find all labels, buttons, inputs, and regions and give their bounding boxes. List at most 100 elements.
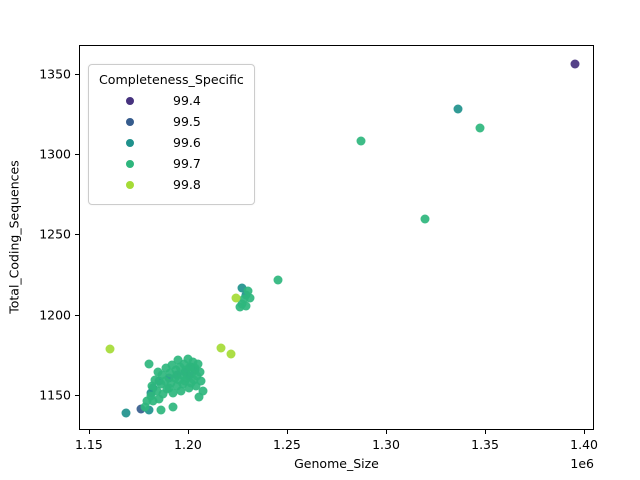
data-point <box>157 370 167 380</box>
y-tick-mark <box>75 73 79 75</box>
x-axis-label: Genome_Size <box>294 456 379 471</box>
y-tick-label: 1300 <box>39 146 71 162</box>
data-point <box>140 402 150 412</box>
x-tick-label: 1.40 <box>570 437 599 452</box>
legend-swatch-cell <box>99 180 161 189</box>
data-point <box>192 371 202 381</box>
legend-item-99-8[interactable]: 99.8 <box>99 174 244 195</box>
data-points-layer <box>80 46 593 429</box>
y-tick-mark <box>75 314 79 316</box>
data-point <box>176 386 186 396</box>
data-point <box>190 363 200 373</box>
data-point <box>105 344 115 354</box>
data-point <box>152 386 162 396</box>
x-axis-offset-text: 1e6 <box>570 456 594 471</box>
data-point <box>188 357 198 367</box>
data-point <box>164 373 174 383</box>
data-point <box>146 391 156 401</box>
data-point <box>150 375 160 385</box>
data-point <box>154 394 164 404</box>
data-point <box>174 375 184 385</box>
data-point <box>243 286 253 296</box>
x-tick-mark <box>286 430 289 434</box>
data-point <box>231 293 241 303</box>
legend-swatch-cell <box>99 138 161 147</box>
data-point <box>177 370 187 380</box>
legend-item-label: 99.7 <box>173 156 201 171</box>
data-point <box>191 381 201 391</box>
data-point <box>216 343 226 353</box>
data-point <box>182 373 192 383</box>
data-point <box>156 405 166 415</box>
legend-swatch-cell <box>99 96 161 105</box>
legend-item-label: 99.5 <box>173 114 201 129</box>
data-point <box>144 405 154 415</box>
x-tick-mark <box>187 430 190 434</box>
legend-swatch-cell <box>99 117 161 126</box>
x-tick-label: 1.20 <box>174 437 202 452</box>
data-point <box>195 367 205 377</box>
x-tick-label: 1.35 <box>471 437 499 452</box>
data-point <box>453 104 463 114</box>
y-tick-mark <box>75 154 79 156</box>
data-point <box>226 349 236 359</box>
data-point <box>166 378 176 388</box>
data-point <box>245 293 255 303</box>
data-point <box>121 408 131 418</box>
y-tick-label: 1150 <box>39 387 71 403</box>
data-point <box>165 368 175 378</box>
legend-color-swatch-icon <box>126 159 134 168</box>
y-tick-label: 1350 <box>39 66 71 82</box>
data-point <box>239 294 249 304</box>
legend-color-swatch-icon <box>126 117 134 126</box>
legend[interactable]: Completeness_Specific 99.4 99.5 99.6 99.7 99… <box>88 64 255 205</box>
x-tick-label: 1.30 <box>372 437 400 452</box>
legend-color-swatch-icon <box>126 138 134 147</box>
x-tick-mark <box>88 430 90 434</box>
data-point <box>241 301 251 311</box>
data-point <box>183 354 193 364</box>
data-point <box>173 355 183 365</box>
data-point <box>168 402 178 412</box>
data-point <box>184 383 194 393</box>
legend-item-99-6[interactable]: 99.6 <box>99 132 244 153</box>
legend-item-label: 99.8 <box>173 177 201 192</box>
data-point <box>356 136 366 146</box>
data-point <box>161 363 171 373</box>
data-point <box>164 383 174 393</box>
legend-entries: 99.4 99.5 99.6 99.7 99.8 <box>99 90 244 195</box>
y-tick-mark <box>75 394 79 396</box>
data-point <box>420 214 430 224</box>
data-point <box>187 368 197 378</box>
legend-item-label: 99.4 <box>173 93 201 108</box>
data-point <box>475 123 485 133</box>
data-point <box>160 376 170 386</box>
x-tick-mark <box>584 430 586 434</box>
data-point <box>172 381 182 391</box>
data-point <box>273 275 283 285</box>
data-point <box>148 396 158 406</box>
data-point <box>196 376 206 386</box>
legend-color-swatch-icon <box>126 180 134 189</box>
y-tick-label: 1200 <box>39 307 71 322</box>
legend-item-label: 99.6 <box>173 135 201 150</box>
y-tick-label: 1250 <box>39 226 71 242</box>
legend-swatch-cell <box>99 159 161 168</box>
data-point <box>147 381 157 391</box>
x-tick-mark <box>485 430 487 434</box>
legend-item-99-7[interactable]: 99.7 <box>99 153 244 174</box>
data-point <box>158 389 168 399</box>
data-point <box>193 359 203 369</box>
data-point <box>198 386 208 396</box>
data-point <box>142 396 152 406</box>
legend-item-99-4[interactable]: 99.4 <box>99 90 244 111</box>
y-tick-mark <box>75 234 79 236</box>
legend-item-99-5[interactable]: 99.5 <box>99 111 244 132</box>
data-point <box>194 392 204 402</box>
legend-color-swatch-icon <box>126 96 134 105</box>
data-point <box>167 360 177 370</box>
x-tick-label: 1.15 <box>74 437 103 452</box>
legend-title: Completeness_Specific <box>99 72 244 87</box>
data-point <box>144 359 154 369</box>
